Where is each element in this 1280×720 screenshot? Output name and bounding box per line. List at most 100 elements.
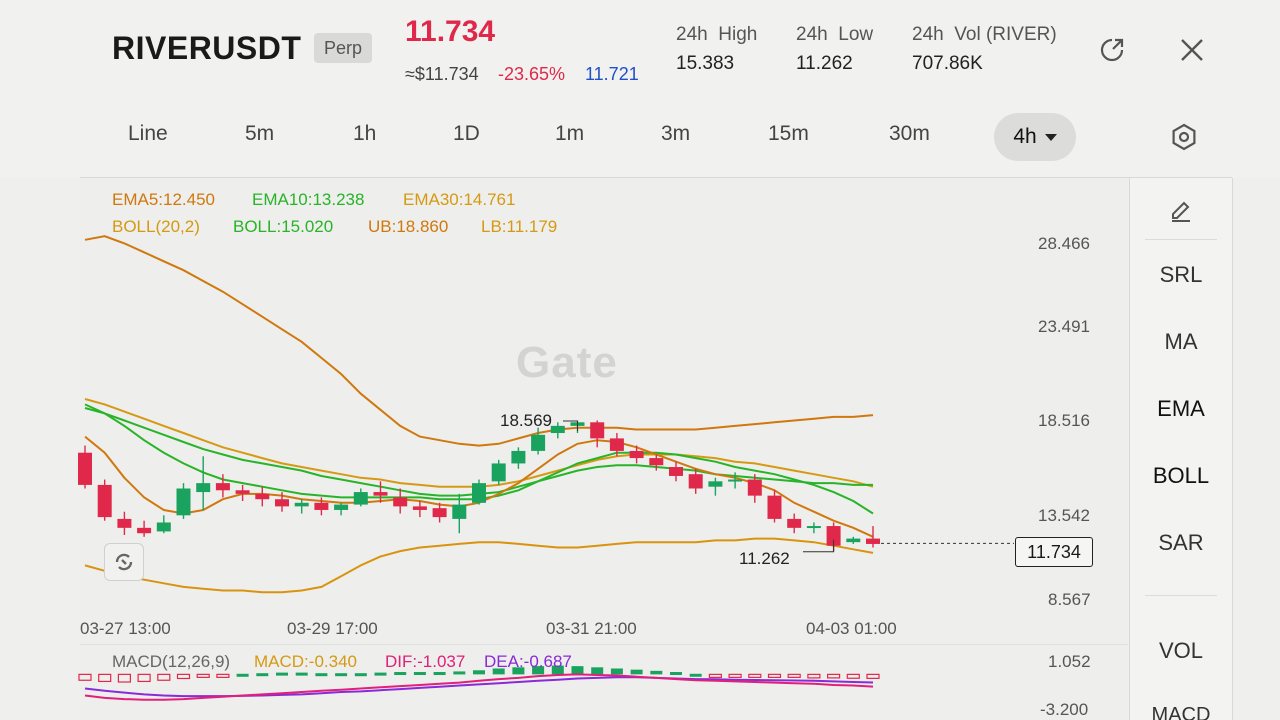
- y-tick-label: 23.491: [1038, 317, 1090, 336]
- candle: [767, 495, 782, 519]
- candle: [472, 483, 486, 503]
- symbol-title[interactable]: RIVERUSDT: [112, 30, 302, 66]
- candle: [511, 450, 526, 464]
- macd-histogram-bar: [670, 672, 682, 676]
- legend-ema5: EMA5:12.450: [112, 190, 216, 209]
- candle: [491, 463, 506, 482]
- macd-histogram-bar: [826, 673, 841, 679]
- x-tick-label: 04-03 01:00: [806, 619, 897, 638]
- low-leader-line: [803, 539, 835, 553]
- candle: [275, 499, 289, 507]
- candle: [609, 438, 624, 451]
- close-icon[interactable]: [1178, 36, 1206, 64]
- boll-lower-band-line: [84, 537, 874, 594]
- header-divider: [80, 177, 1232, 178]
- tool-ma[interactable]: MA: [1164, 329, 1198, 354]
- active-timeframe-label: 4h: [1013, 125, 1037, 148]
- macd-histogram-bar: [236, 673, 249, 677]
- macd-y-tick-label: 1.052: [1048, 652, 1091, 671]
- tool-sar[interactable]: SAR: [1158, 530, 1204, 555]
- candle: [728, 479, 743, 482]
- candle: [846, 538, 861, 543]
- x-tick-label: 03-27 13:00: [80, 619, 171, 638]
- share-icon[interactable]: [1098, 36, 1126, 64]
- candle: [826, 526, 841, 546]
- macd-histogram-bar: [176, 673, 191, 680]
- tool-srl[interactable]: SRL: [1159, 262, 1203, 287]
- candle: [334, 504, 349, 510]
- candle: [294, 502, 309, 507]
- macd-histogram-bar: [216, 673, 230, 678]
- macd-histogram-bar: [137, 673, 151, 683]
- indicator-panel: SRL MA EMA BOLL SAR VOL MACD: [1129, 178, 1233, 720]
- macd-histogram-bar: [807, 673, 821, 679]
- candle: [117, 518, 132, 528]
- candle: [137, 527, 152, 534]
- tab-15m[interactable]: 15m: [768, 122, 809, 145]
- macd-histogram-bar: [846, 673, 860, 679]
- y-tick-label: 8.567: [1048, 590, 1091, 609]
- y-tick-label: 28.466: [1038, 234, 1090, 253]
- last-price: 11.734: [405, 15, 496, 48]
- macd-histogram-bar: [708, 673, 723, 678]
- reset-chart-button[interactable]: [104, 543, 144, 581]
- candle: [432, 508, 447, 518]
- macd-histogram-bar: [374, 672, 387, 676]
- boll-upper-band-line: [84, 235, 874, 447]
- tab-30m[interactable]: 30m: [889, 122, 930, 145]
- tool-ema[interactable]: EMA: [1157, 396, 1205, 421]
- tab-1m[interactable]: 1m: [555, 122, 585, 145]
- macd-histogram-bar: [117, 673, 132, 683]
- macd-histogram-bar: [433, 672, 446, 676]
- legend-ema10: EMA10:13.238: [252, 190, 365, 209]
- stat-high-value: 15.383: [676, 53, 735, 74]
- tab-5m[interactable]: 5m: [245, 122, 275, 145]
- macd-params-label: MACD(12,26,9): [112, 652, 231, 671]
- legend-boll-params: BOLL(20,2): [112, 217, 200, 236]
- candle: [787, 518, 802, 528]
- candle: [78, 452, 92, 485]
- candle: [314, 502, 329, 510]
- macd-dea-label: DEA:-0.687: [484, 652, 572, 671]
- macd-histogram-bar: [98, 673, 112, 683]
- macd-histogram-bar: [650, 670, 663, 675]
- candle: [649, 458, 664, 466]
- high-leader-line: [563, 420, 578, 432]
- candle: [156, 522, 171, 532]
- tab-1d[interactable]: 1D: [453, 122, 480, 145]
- macd-histogram-bar: [492, 668, 505, 675]
- macd-histogram-bar: [196, 673, 210, 678]
- x-tick-label: 03-29 17:00: [287, 619, 378, 638]
- stat-volume-label: 24h Vol (RIVER): [912, 24, 1057, 45]
- pencil-draw-icon[interactable]: [1168, 198, 1194, 224]
- refresh-icon: [115, 553, 133, 571]
- candle: [550, 425, 565, 434]
- tab-3m[interactable]: 3m: [661, 122, 691, 145]
- candle: [393, 497, 408, 507]
- macd-histogram-bar: [295, 672, 308, 676]
- macd-dif-line: [84, 673, 874, 701]
- price-change-percent: -23.65%: [498, 64, 566, 84]
- header: RIVERUSDT Perp 11.734 ≈$11.734 -23.65% 1…: [0, 0, 1280, 178]
- tab-line[interactable]: Line: [128, 122, 168, 145]
- candle: [866, 538, 880, 544]
- macd-histogram-bar: [728, 673, 742, 678]
- tool-boll[interactable]: BOLL: [1152, 463, 1210, 488]
- tool-macd[interactable]: MACD: [1151, 704, 1211, 720]
- legend-ema30: EMA30:14.761: [403, 190, 516, 209]
- macd-histogram-bar: [413, 672, 426, 676]
- tab-4h-dropdown[interactable]: 4h: [994, 113, 1076, 161]
- macd-histogram-bar: [787, 673, 801, 678]
- settings-hexagon-icon[interactable]: [1170, 123, 1198, 151]
- macd-histogram-bar: [512, 667, 525, 675]
- watermark-logo: Gate: [516, 338, 618, 387]
- legend-ub: UB:18.860: [368, 217, 449, 236]
- panel-divider: [1145, 239, 1217, 240]
- tool-vol[interactable]: VOL: [1158, 638, 1204, 663]
- low-price-annotation: 11.262: [739, 549, 790, 568]
- chart-area[interactable]: [80, 178, 1128, 720]
- stat-low-value: 11.262: [796, 53, 853, 74]
- macd-histogram-bar: [78, 673, 92, 681]
- tab-1h[interactable]: 1h: [353, 122, 377, 145]
